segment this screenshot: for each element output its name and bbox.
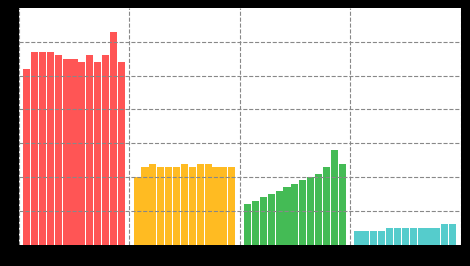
Bar [260, 197, 267, 245]
Bar [299, 180, 306, 245]
Bar [110, 32, 117, 245]
Bar [354, 231, 361, 245]
Bar [410, 228, 417, 245]
Bar [323, 167, 330, 245]
Bar [386, 228, 393, 245]
Bar [362, 231, 369, 245]
Bar [197, 164, 204, 245]
Bar [39, 52, 46, 245]
Bar [283, 187, 290, 245]
Bar [268, 194, 275, 245]
Bar [118, 62, 125, 245]
Bar [433, 228, 440, 245]
Bar [157, 167, 164, 245]
Bar [70, 59, 78, 245]
Bar [378, 231, 385, 245]
Bar [204, 164, 212, 245]
Bar [315, 174, 322, 245]
Bar [86, 55, 94, 245]
Bar [441, 225, 448, 245]
Bar [307, 177, 314, 245]
Bar [181, 164, 188, 245]
Bar [252, 201, 259, 245]
Bar [94, 62, 101, 245]
Bar [275, 191, 282, 245]
Bar [149, 164, 157, 245]
Bar [133, 177, 141, 245]
Bar [291, 184, 298, 245]
Bar [228, 167, 235, 245]
Bar [141, 167, 149, 245]
Bar [212, 167, 219, 245]
Bar [23, 69, 30, 245]
Bar [78, 62, 86, 245]
Bar [189, 167, 196, 245]
Bar [244, 204, 251, 245]
Bar [31, 52, 38, 245]
Bar [165, 167, 172, 245]
Bar [449, 225, 456, 245]
Bar [47, 52, 54, 245]
Bar [55, 55, 62, 245]
Bar [173, 167, 180, 245]
Bar [425, 228, 432, 245]
Bar [402, 228, 409, 245]
Bar [418, 228, 425, 245]
Bar [331, 150, 338, 245]
Bar [394, 228, 401, 245]
Bar [339, 164, 346, 245]
Bar [220, 167, 227, 245]
Bar [63, 59, 70, 245]
Bar [102, 55, 109, 245]
Bar [370, 231, 377, 245]
